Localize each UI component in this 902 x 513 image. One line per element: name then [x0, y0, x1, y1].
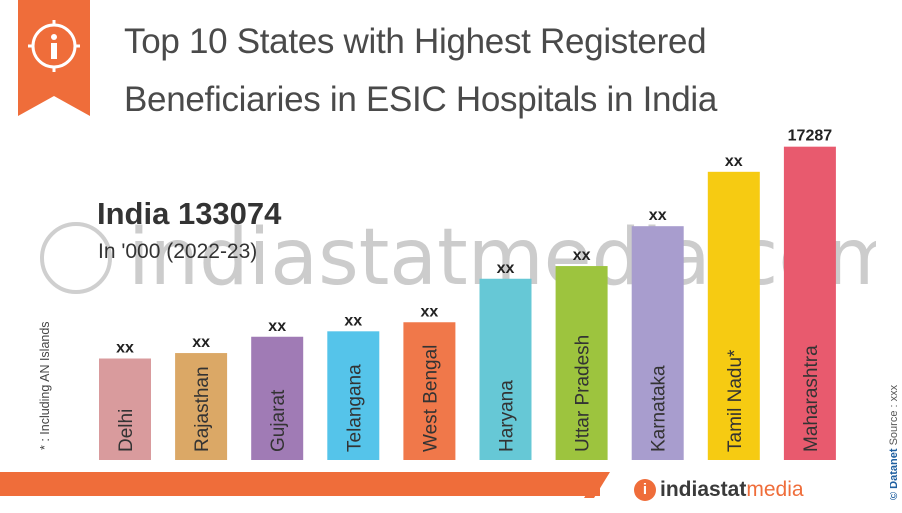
bar-uttar-pradesh	[555, 266, 608, 460]
value-label-telangana: xx	[344, 312, 362, 329]
bar-label-telangana: Telangana	[344, 364, 365, 452]
unit-note: In '000 (2022-23)	[98, 240, 258, 263]
value-label-maharashtra: 17287	[788, 128, 833, 145]
bar-tamil-nadu	[707, 171, 760, 460]
value-label-delhi: xx	[116, 340, 134, 357]
bar-label-karnataka: Karnataka	[649, 365, 670, 452]
value-label-west-bengal: xx	[421, 303, 439, 320]
value-label-uttar-pradesh: xx	[573, 247, 591, 264]
bar-label-haryana: Haryana	[497, 380, 518, 452]
indiastatmedia-logo: i indiastatmedia	[634, 478, 804, 502]
bar-label-uttar-pradesh: Uttar Pradesh	[573, 335, 594, 452]
logo-name: indiastat	[660, 478, 747, 501]
value-label-gujarat: xx	[268, 318, 286, 335]
info-icon	[18, 0, 90, 116]
bar-west-bengal	[403, 322, 456, 460]
info-icon: i	[634, 479, 656, 501]
source-label: Source : xxx	[888, 384, 900, 446]
chart-title-line-2: Beneficiaries in ESIC Hospitals in India	[124, 80, 718, 119]
india-total: India 133074	[97, 196, 282, 231]
bar-delhi	[99, 358, 151, 460]
value-label-haryana: xx	[497, 260, 515, 277]
bar-haryana	[479, 278, 532, 460]
bar-label-gujarat: Gujarat	[268, 389, 289, 452]
bar-telangana	[327, 331, 380, 460]
bar-label-west-bengal: West Bengal	[420, 345, 441, 452]
chart-title-line-1: Top 10 States with Highest Registered	[124, 22, 707, 61]
footer-chevron	[584, 462, 890, 508]
bar-label-rajasthan: Rajasthan	[192, 366, 213, 452]
footnote: * : Including AN Islands	[38, 321, 52, 450]
value-label-tamil-nadu: xx	[725, 153, 743, 170]
bar-gujarat	[251, 336, 304, 460]
bar-label-tamil-nadu: Tamil Nadu*	[725, 349, 746, 452]
bar-rajasthan	[175, 353, 228, 460]
bar-label-maharashtra: Maharashtra	[801, 345, 822, 452]
value-label-karnataka: xx	[649, 207, 667, 224]
logo-accent: media	[746, 478, 804, 501]
bar-karnataka	[631, 226, 684, 460]
bar-label-delhi: Delhi	[116, 409, 137, 452]
value-label-rajasthan: xx	[192, 334, 210, 351]
bar-maharashtra	[783, 146, 836, 460]
footer-band	[0, 472, 600, 496]
